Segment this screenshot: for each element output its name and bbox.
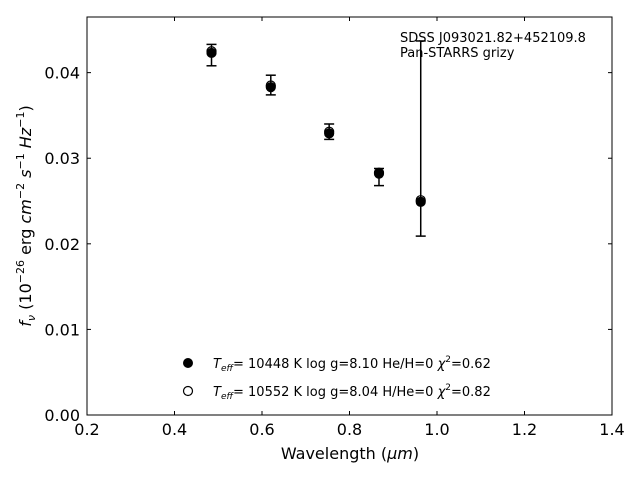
data-point-open: [206, 46, 217, 57]
x-tick-label: 0.4: [162, 420, 187, 439]
x-axis-ticks: 0.2 0.4 0.6 0.8 1.0 1.2 1.4: [74, 17, 625, 439]
y-tick-label: 0.03: [44, 149, 80, 168]
legend-entry-2: Teff= 10552 K log g=8.04 H/He=0 χ2=0.82: [213, 383, 491, 402]
legend: Teff= 10448 K log g=8.10 He/H=0 χ2=0.62 …: [182, 355, 491, 402]
y-axis-label: fν (10−26 erg cm−2 s−1 Hz−1): [14, 105, 38, 326]
y-axis-ticks: 0.00 0.01 0.02 0.03 0.04: [44, 64, 612, 425]
plot-area: [86, 16, 613, 416]
x-tick-label: 0.8: [337, 420, 362, 439]
x-tick-label: 1.4: [599, 420, 624, 439]
x-tick-label: 0.2: [74, 420, 99, 439]
legend-marker-filled: [183, 358, 193, 368]
data-point-open: [265, 80, 276, 91]
x-tick-label: 0.6: [249, 420, 274, 439]
legend-entry-1: Teff= 10448 K log g=8.10 He/H=0 χ2=0.62: [213, 355, 491, 374]
data-point-open: [324, 126, 335, 137]
x-tick-label: 1.2: [512, 420, 537, 439]
x-axis-label: Wavelength (μm): [281, 444, 419, 463]
y-tick-label: 0.01: [44, 320, 80, 339]
data-points: [206, 46, 426, 207]
y-tick-label: 0.00: [44, 406, 80, 425]
data-point-open: [373, 167, 385, 178]
legend-marker-open: [182, 385, 194, 397]
y-tick-label: 0.02: [44, 235, 80, 254]
x-tick-label: 1.0: [424, 420, 449, 439]
y-tick-label: 0.04: [44, 64, 80, 83]
annotation-line-2: Pan-STARRS grizy: [400, 46, 515, 61]
annotation-line-1: SDSS J093021.82+452109.8: [400, 31, 586, 46]
data-point-open: [415, 195, 426, 206]
